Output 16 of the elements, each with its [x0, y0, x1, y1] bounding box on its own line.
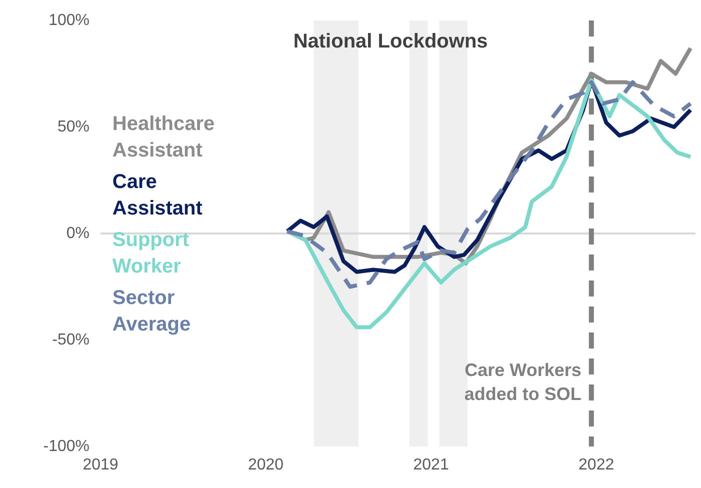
- y-tick-label: 0%: [66, 225, 90, 242]
- x-tick-label: 2021: [413, 456, 449, 474]
- y-tick-label: -50%: [52, 332, 90, 348]
- text: Sector Average: [112, 287, 191, 336]
- y-tick-label: -100%: [43, 438, 90, 455]
- text: Healthcare Assistant: [112, 113, 215, 162]
- x-tick-label: 2019: [82, 456, 118, 474]
- text: Support Worker: [112, 229, 190, 278]
- line-series: [285, 78, 693, 330]
- annotation: National Lockdowns: [293, 30, 488, 52]
- y-tick-label: 50%: [57, 118, 90, 136]
- x-tick-label: 2022: [578, 456, 614, 474]
- ref-line-label: Care Workers added to SOL: [464, 360, 582, 404]
- y-tick-label: 100%: [48, 12, 90, 29]
- text: Care Assistant: [112, 171, 203, 220]
- x-tick-label: 2020: [248, 456, 284, 474]
